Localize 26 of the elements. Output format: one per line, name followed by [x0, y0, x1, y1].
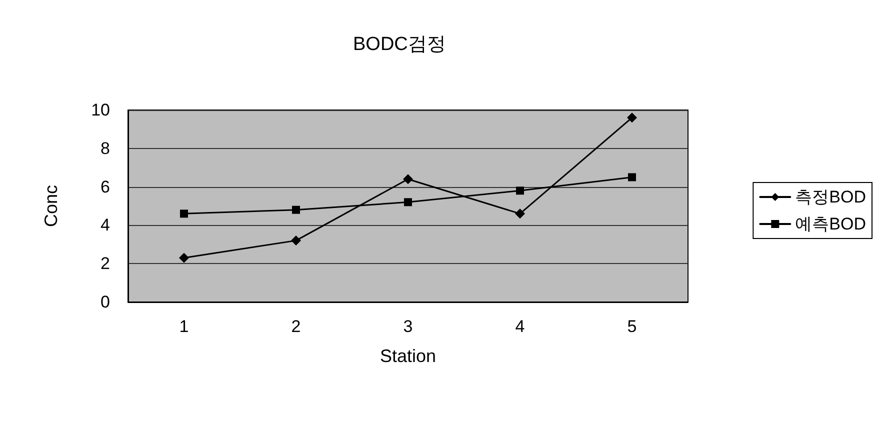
point — [516, 186, 524, 195]
point — [292, 206, 300, 214]
y-axis-title: Conc — [41, 184, 61, 228]
x-tick-label: 2 — [291, 317, 301, 336]
chart-title: BODC검정 — [353, 34, 446, 55]
x-axis-title: Station — [380, 346, 436, 366]
x-tick-label: 3 — [403, 317, 413, 336]
point — [628, 173, 636, 182]
x-tick-label: 1 — [179, 317, 189, 336]
y-tick-label: 10 — [91, 100, 110, 120]
point — [627, 112, 637, 123]
point — [180, 210, 188, 218]
point — [291, 236, 301, 246]
point — [403, 174, 413, 184]
point — [179, 252, 189, 263]
point — [404, 198, 412, 206]
y-tick-label: 0 — [100, 292, 110, 312]
legend-label: 예측BOD — [795, 214, 866, 234]
y-tick-label: 6 — [100, 177, 110, 196]
point — [515, 208, 525, 219]
y-tick-label: 4 — [100, 216, 110, 235]
y-tick-label: 2 — [100, 254, 110, 274]
legend-label: 측정BOD — [795, 188, 866, 206]
x-tick-label: 5 — [627, 317, 637, 336]
y-tick-label: 8 — [100, 138, 110, 158]
x-tick-label: 4 — [515, 317, 525, 336]
